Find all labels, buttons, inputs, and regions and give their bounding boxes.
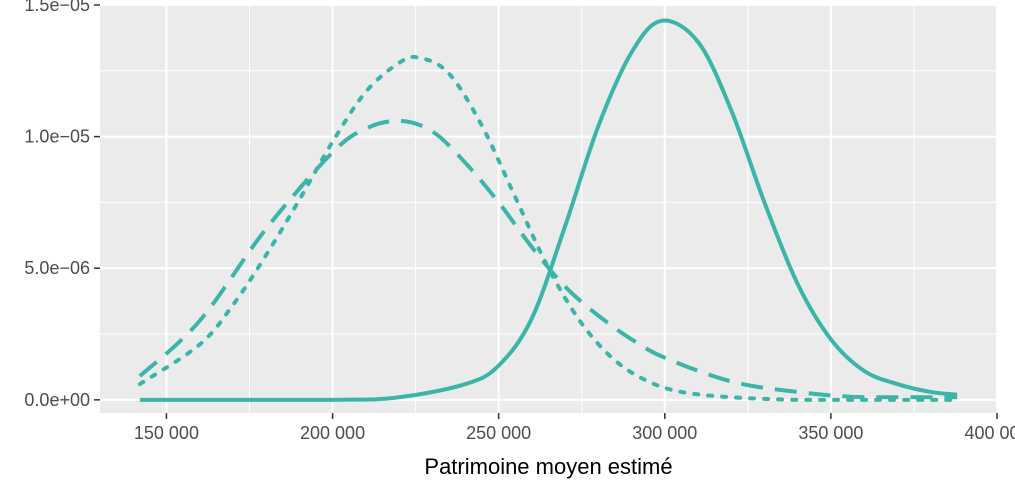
density-curve-solid: [139, 18, 958, 402]
minor-gridlines: [100, 5, 997, 413]
x-axis-title: Patrimoine moyen estimé: [424, 454, 672, 479]
x-tick-label: 350 000: [798, 423, 863, 443]
density-curves: [137, 18, 960, 402]
x-axis-ticks: 150 000 200 000 250 000 300 000 350 000 400 0…: [134, 413, 1015, 443]
x-tick-label: 250 000: [466, 423, 531, 443]
x-tick-label: 150 000: [134, 423, 199, 443]
density-curve-dotted: [137, 54, 960, 402]
x-tick-label: 300 000: [632, 423, 697, 443]
plot-panel: [100, 5, 997, 413]
density-curve-dashed: [138, 118, 958, 400]
y-tick-label: 1.0e−05: [24, 127, 90, 147]
y-tick-label: 1.5e−05: [24, 0, 90, 15]
y-axis-ticks: 0.0e+00 5.0e−06 1.0e−05 1.5e−05: [24, 0, 100, 410]
x-tick-label: 200 000: [300, 423, 365, 443]
y-tick-label: 0.0e+00: [24, 390, 90, 410]
y-tick-label: 5.0e−06: [24, 258, 90, 278]
x-tick-label: 400 000: [964, 423, 1015, 443]
